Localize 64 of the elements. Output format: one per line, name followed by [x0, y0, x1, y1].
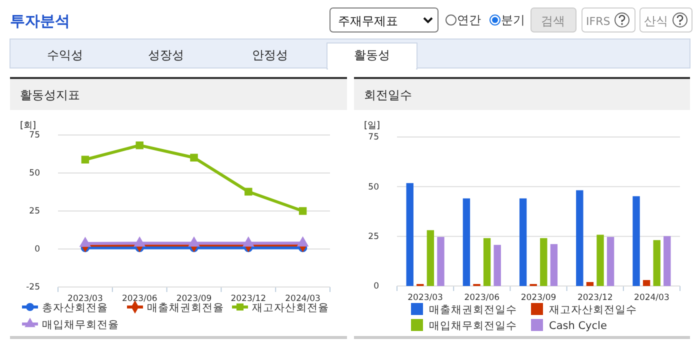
bar: [483, 238, 491, 286]
bar: [596, 234, 604, 286]
y-tick-label: 75: [368, 132, 379, 143]
x-tick-label: 2023/09: [520, 293, 556, 304]
point: [298, 207, 307, 215]
bar: [462, 198, 470, 286]
bar: [632, 196, 640, 286]
text: IFRS: [586, 15, 610, 28]
y-tick-label: 75: [29, 130, 40, 141]
x-tick-label: 2023/03: [408, 293, 443, 304]
chart-title: 회전일수: [364, 88, 412, 102]
y-tick-label: 0: [34, 244, 40, 255]
y-tick-label: 25: [29, 206, 40, 217]
y-tick-label: -25: [26, 282, 40, 293]
bar: [653, 240, 660, 286]
x-tick-label: 2023/06: [122, 294, 158, 304]
legend-label: 재고자산회전일수: [549, 304, 637, 316]
point: [136, 141, 144, 150]
point: [244, 188, 252, 196]
legend-label: 매출채권회전율: [147, 302, 224, 314]
x-tick-label: 2024/03: [634, 293, 670, 304]
point: [81, 156, 90, 164]
y-axis-title: [일]: [364, 121, 380, 131]
legend-label: 매입채무회전일수: [429, 320, 517, 332]
x-tick-label: 2023/06: [464, 293, 500, 304]
x-tick-label: 2023/09: [176, 294, 212, 304]
point: [190, 154, 198, 162]
legend-label: 매출채권회전일수: [429, 304, 517, 316]
text: 연간: [457, 13, 481, 27]
legend-label: 총자산회전율: [42, 302, 108, 314]
text: 안정성: [252, 48, 288, 62]
bar: [664, 236, 671, 286]
bar: [550, 244, 558, 286]
legend-label: Cash Cycle: [549, 320, 607, 332]
text: 산식: [644, 14, 668, 28]
y-tick-label: 50: [29, 168, 40, 179]
bar: [437, 236, 444, 286]
bar: [426, 230, 434, 286]
bar: [576, 190, 584, 286]
bar: [642, 280, 650, 286]
text: 주재무제표: [338, 14, 398, 28]
text: 성장성: [148, 48, 184, 62]
bar: [586, 282, 594, 286]
legend-label: 매입채무회전율: [42, 319, 119, 331]
bar: [540, 238, 548, 286]
x-tick-label: 2024/03: [285, 294, 320, 304]
text: 투자분석: [10, 12, 70, 30]
y-tick-label: 25: [368, 232, 379, 242]
text: 분기: [501, 13, 525, 27]
bar: [519, 198, 527, 286]
y-tick-label: 0: [374, 282, 379, 292]
y-axis-title: [회]: [20, 121, 36, 131]
x-tick-label: 2023/12: [230, 294, 266, 304]
y-tick-label: 50: [368, 182, 379, 192]
bar: [406, 183, 414, 286]
legend-label: 재고자산회전율: [252, 302, 329, 314]
bar: [494, 244, 501, 286]
text: 활동성: [354, 48, 390, 62]
chart-title: 활동성지표: [20, 88, 80, 102]
x-tick-label: 2023/12: [577, 293, 613, 304]
bar: [606, 236, 614, 286]
x-tick-label: 2023/03: [68, 294, 103, 304]
text: 검색: [541, 14, 565, 28]
text: 수익성: [47, 48, 83, 62]
